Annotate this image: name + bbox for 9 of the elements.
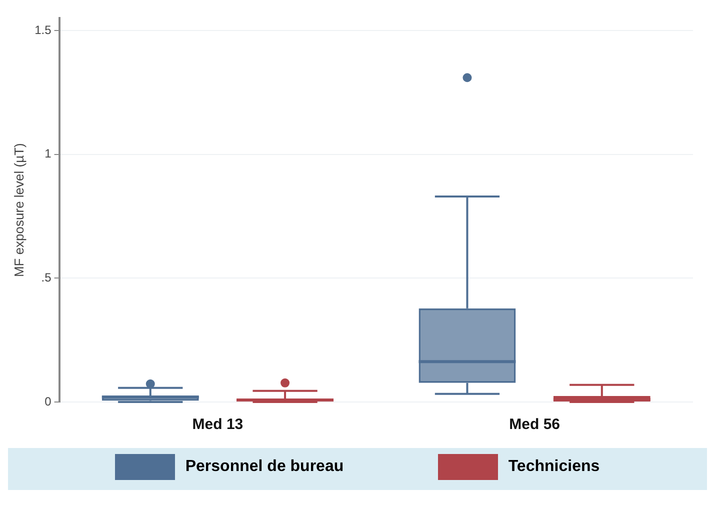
legend-label: Personnel de bureau: [185, 458, 344, 476]
legend-label: Techniciens: [508, 458, 600, 476]
y-tick-label: 1: [44, 146, 52, 161]
y-tick-label: .5: [41, 270, 52, 285]
x-tick-label: Med 56: [509, 416, 560, 434]
y-tick-label: 0: [44, 394, 52, 408]
y-tick-label: 1.5: [34, 22, 52, 37]
x-tick-label: Med 13: [192, 416, 244, 434]
y-axis-title: MF exposure level (µT): [11, 143, 26, 278]
